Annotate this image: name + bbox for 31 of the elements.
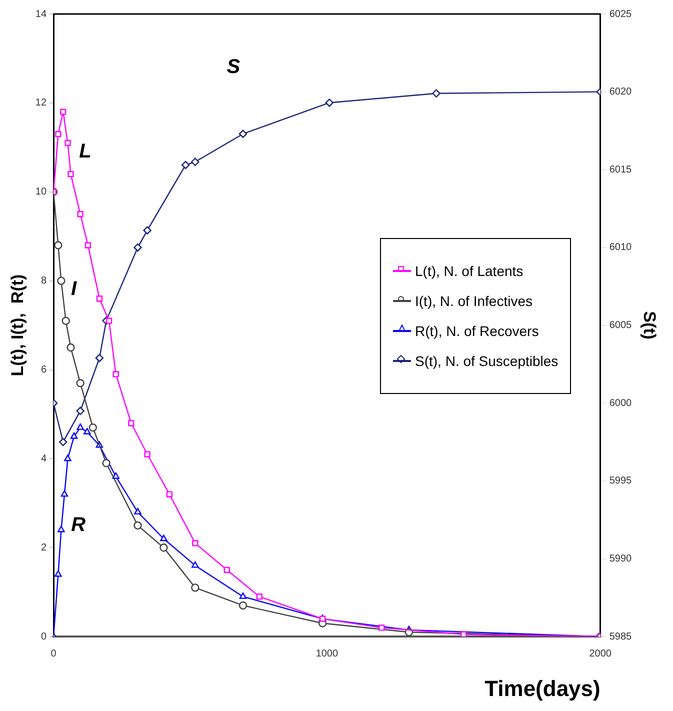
y2-tick-label: 6015	[609, 164, 632, 176]
y-axis-title: L(t), I(t), R(t)	[8, 274, 27, 376]
y2-tick-label: 5985	[609, 631, 632, 642]
x-tick-label: 0	[50, 648, 57, 660]
y2-tick-label: 6020	[609, 86, 632, 98]
y-tick-label: 2	[40, 542, 47, 554]
y-tick-label: 10	[35, 186, 47, 198]
legend-label: S(t), N. of Susceptibles	[415, 353, 558, 369]
legend-label: R(t), N. of Recovers	[415, 323, 539, 339]
y-tick-label: 14	[35, 8, 47, 20]
y2-tick-label: 6005	[609, 320, 632, 332]
y-tick-label: 12	[35, 98, 47, 109]
annotation: I	[70, 278, 77, 300]
y-tick-label: 0	[40, 631, 47, 642]
annotation: L	[79, 140, 92, 162]
legend-label: I(t), N. of Infectives	[415, 293, 532, 309]
x-tick-label: 1000	[316, 648, 338, 660]
annotation: S	[226, 56, 241, 78]
y2-axis-title: S(t)	[640, 311, 660, 340]
y2-tick-label: 6010	[609, 242, 632, 254]
x-axis-title: Time(days)	[484, 676, 600, 701]
y-tick-label: 4	[40, 453, 47, 464]
y2-tick-label: 6000	[609, 398, 632, 409]
y-tick-label: 8	[40, 276, 47, 287]
x-tick-label: 2000	[589, 648, 612, 660]
legend-label: L(t), N. of Latents	[415, 263, 524, 279]
y-tick-label: 6	[40, 364, 47, 376]
y2-tick-label: 5990	[609, 554, 632, 565]
y2-tick-label: 5995	[609, 476, 632, 487]
annotation: R	[71, 514, 86, 536]
y2-tick-label: 6025	[609, 8, 632, 20]
